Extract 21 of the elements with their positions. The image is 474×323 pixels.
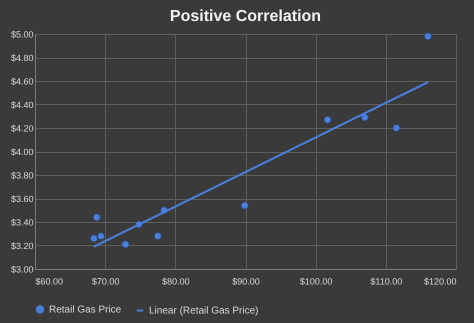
x-tick-label: $90.00 [232, 276, 260, 286]
y-tick-label: $4.80 [10, 53, 34, 63]
y-tick-label: $4.40 [10, 100, 34, 110]
x-tick-label: $70.00 [92, 276, 120, 286]
x-tick-label: $110.00 [370, 276, 402, 286]
x-tick-label: $100.00 [300, 276, 332, 286]
y-tick-label: $3.80 [10, 170, 34, 180]
chart-title: Positive Correlation [170, 8, 322, 25]
y-tick-label: $3.60 [10, 194, 34, 204]
y-tick-label: $3.40 [10, 218, 34, 228]
y-tick-label: $4.00 [10, 147, 34, 157]
x-tick-label: $80.00 [162, 276, 190, 286]
y-tick-label: $3.00 [10, 264, 34, 274]
y-tick-label: $5.00 [10, 30, 34, 40]
y-tick-label: $4.60 [10, 76, 34, 86]
y-tick-label: $4.20 [10, 124, 34, 134]
x-tick-label: $120.00 [424, 276, 456, 286]
legend-label: Linear (Retail Gas Price) [149, 306, 258, 316]
x-tick-label: $60.00 [36, 276, 64, 286]
legend-label: Retail Gas Price [49, 304, 122, 316]
y-tick-label: $3.20 [10, 241, 34, 251]
